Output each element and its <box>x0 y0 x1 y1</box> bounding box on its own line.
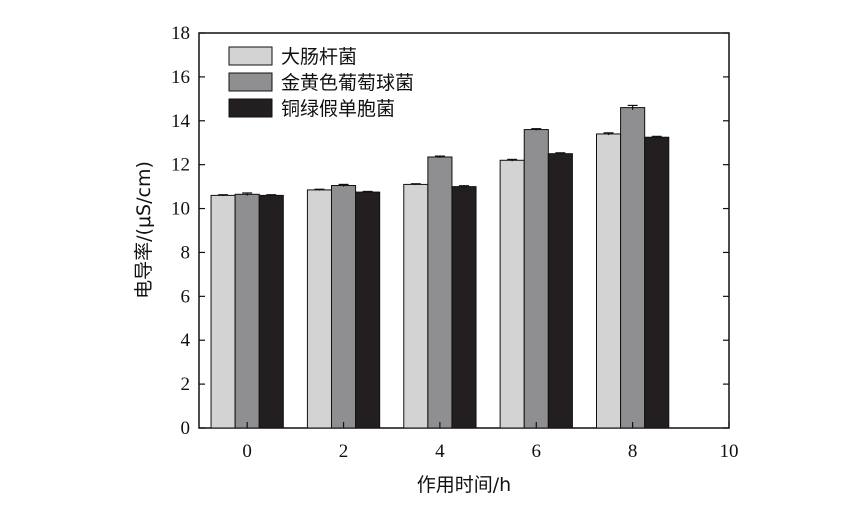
x-tick-label: 6 <box>532 441 542 462</box>
x-tick-label: 4 <box>435 441 445 462</box>
legend-swatch <box>228 72 273 92</box>
bar <box>644 136 670 429</box>
x-axis: 0 2 4 6 8 10 <box>242 422 739 462</box>
bar <box>499 159 525 429</box>
y-axis: 0 2 4 6 8 10 12 14 16 18 <box>171 23 729 439</box>
x-tick-label: 8 <box>628 441 638 462</box>
y-tick-label: 18 <box>171 23 190 44</box>
y-tick-label: 4 <box>181 330 191 351</box>
bar <box>547 153 573 429</box>
legend-swatch <box>228 46 273 66</box>
y-axis-title: 电导率/(μS/cm) <box>133 161 155 299</box>
bar <box>620 107 646 429</box>
y-tick-label: 6 <box>181 286 191 307</box>
bar <box>523 129 549 429</box>
y-tick-label: 2 <box>181 374 191 395</box>
y-tick-label: 16 <box>171 67 190 88</box>
bar <box>258 194 284 429</box>
bar <box>331 185 357 429</box>
bar <box>596 133 622 429</box>
bar <box>451 186 477 429</box>
bar <box>403 183 429 429</box>
x-axis-title: 作用时间/h <box>417 474 511 496</box>
bar <box>210 194 236 429</box>
x-tick-label: 0 <box>242 441 252 462</box>
legend-label: 铜绿假单胞菌 <box>281 98 395 120</box>
y-tick-label: 8 <box>181 242 191 263</box>
x-tick-label: 10 <box>720 441 739 462</box>
x-tick-label: 2 <box>339 441 349 462</box>
legend-label: 大肠杆菌 <box>281 46 357 68</box>
y-tick-label: 14 <box>171 111 191 132</box>
bar <box>306 189 332 429</box>
y-tick-label: 10 <box>171 199 190 220</box>
y-tick-label: 0 <box>181 418 191 439</box>
legend-swatch <box>228 98 273 118</box>
bar <box>234 193 260 429</box>
bar <box>355 191 381 429</box>
legend-label: 金黄色葡萄球菌 <box>281 72 414 94</box>
y-tick-label: 12 <box>171 155 190 176</box>
bar <box>427 156 453 429</box>
bars <box>210 104 670 429</box>
